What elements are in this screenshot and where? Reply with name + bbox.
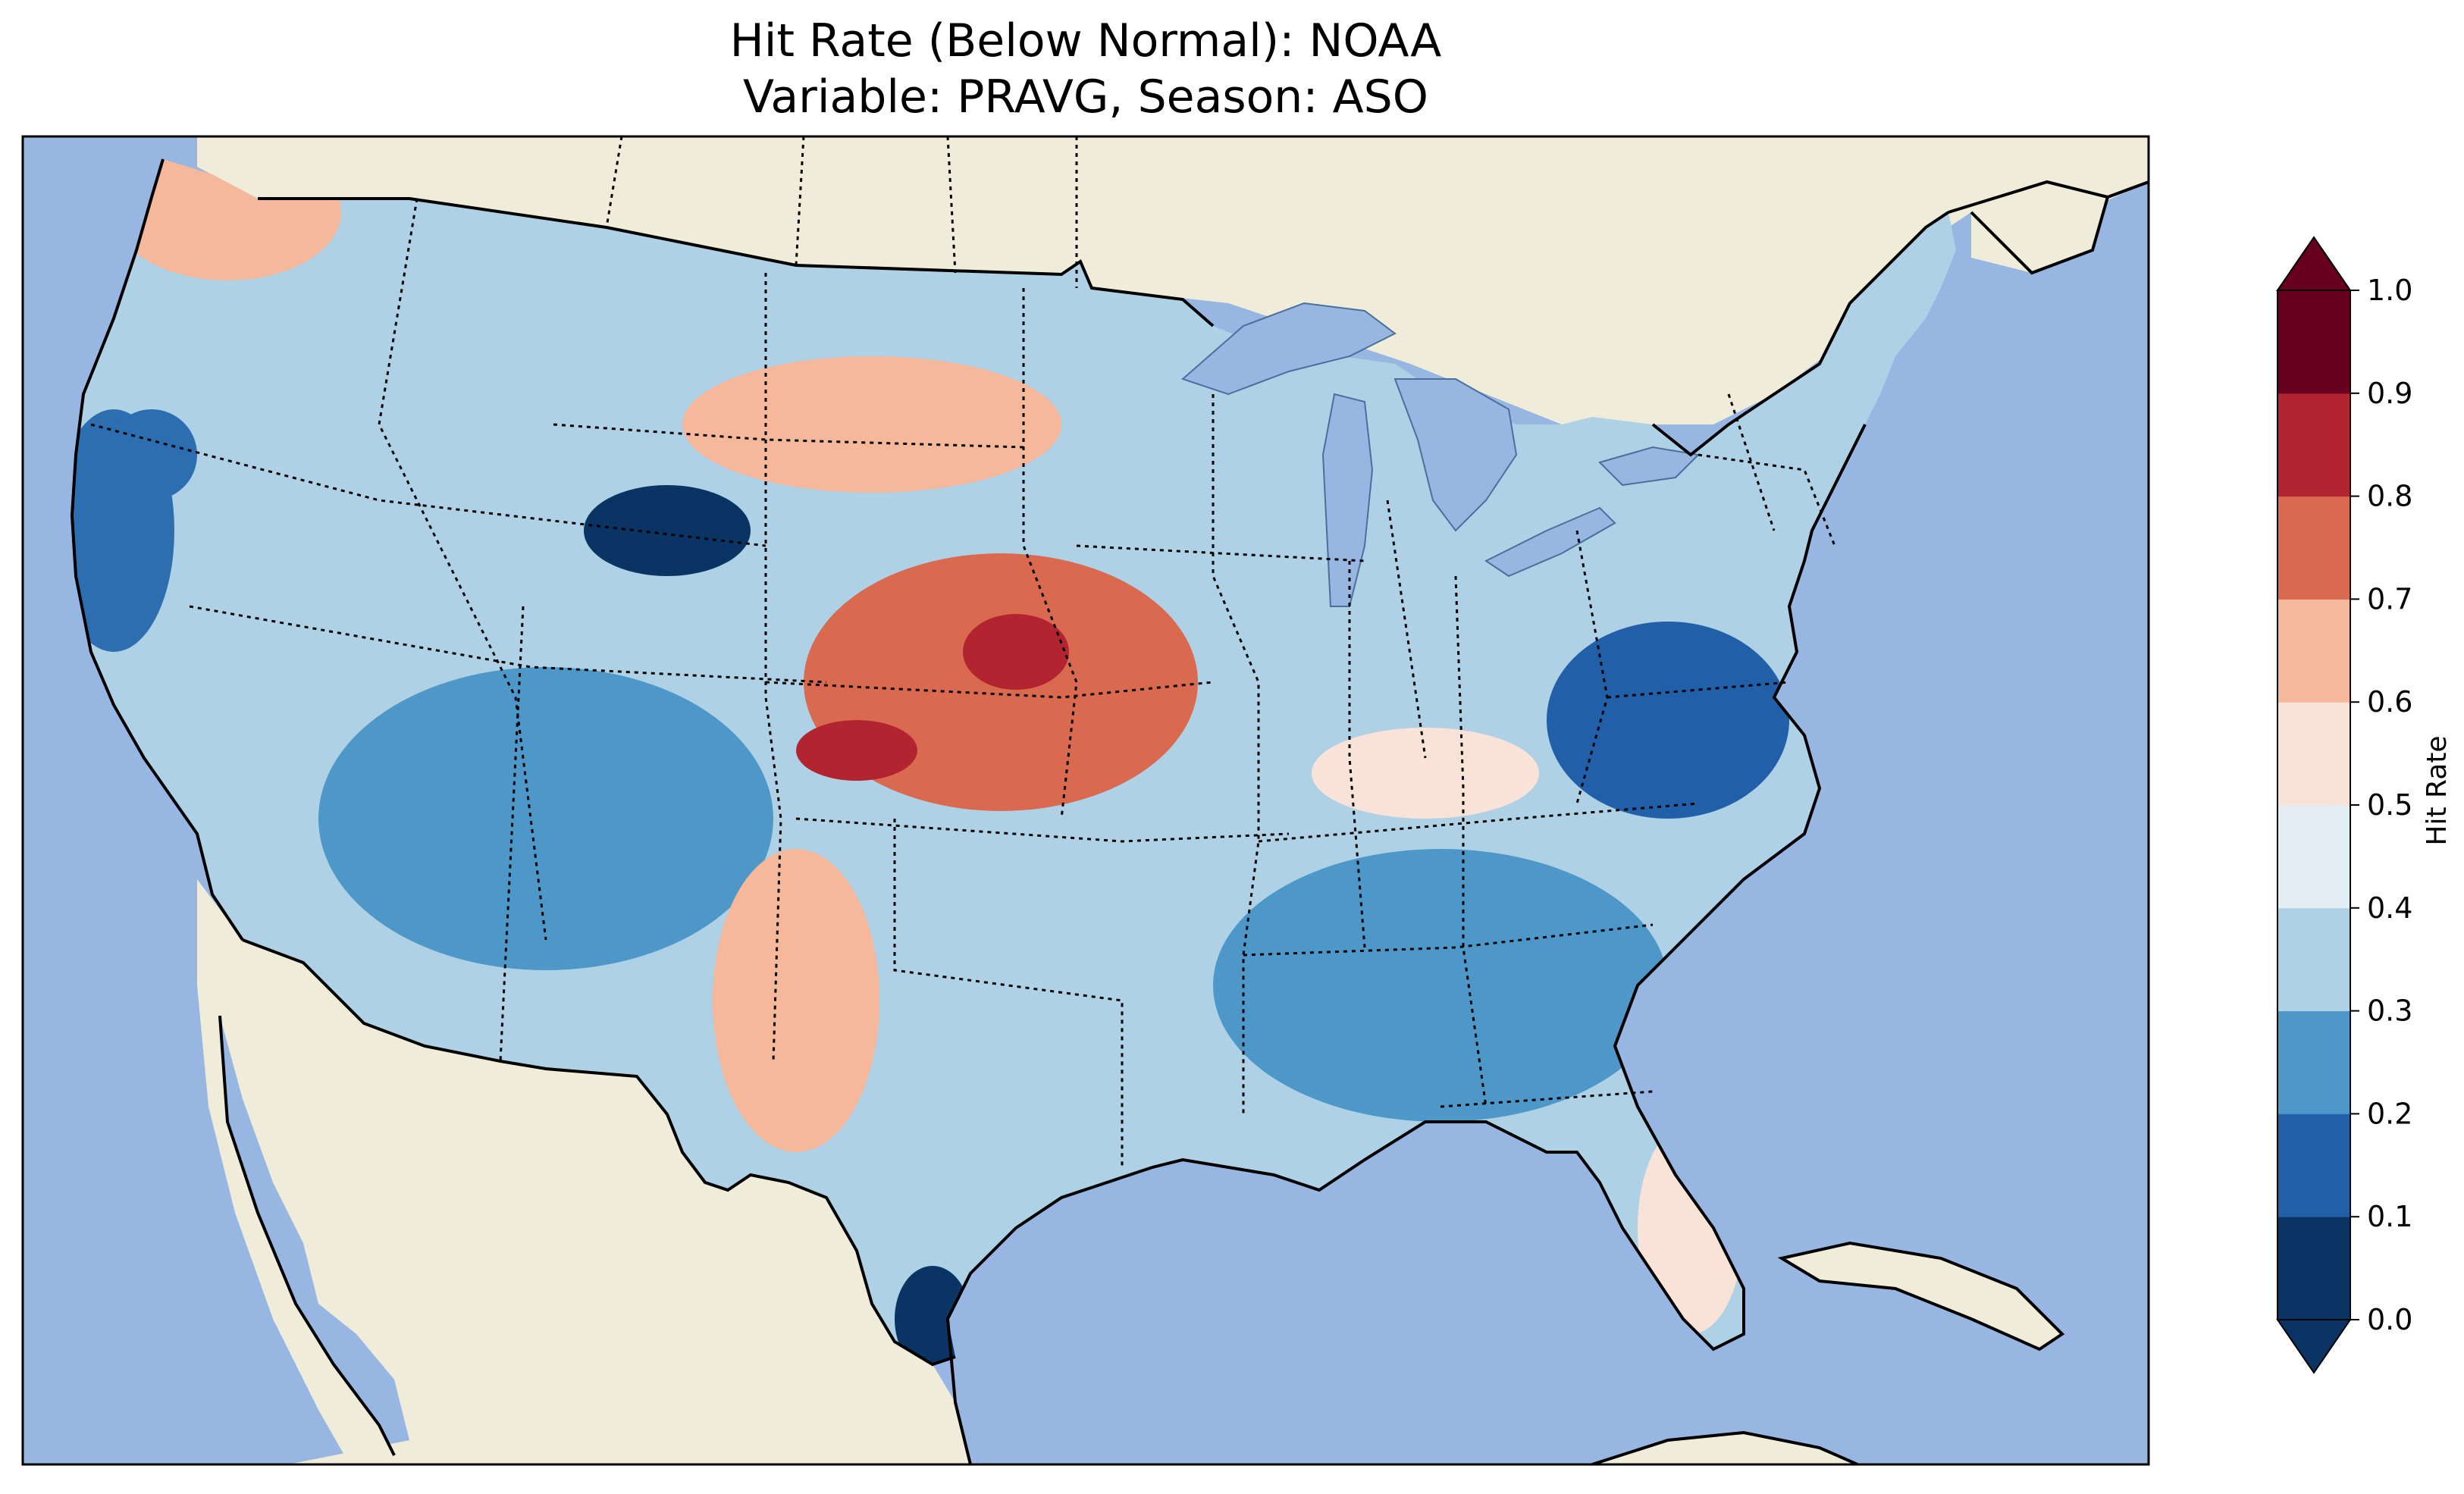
region-kansas-core <box>963 614 1069 690</box>
colorbar-tick-label: 0.3 <box>2367 994 2412 1028</box>
colorbar-segment <box>2277 290 2350 394</box>
lake-superior <box>1181 302 1397 396</box>
map-panel <box>23 136 2149 1464</box>
colorbar-segment <box>2277 1010 2350 1114</box>
mexico-land <box>197 879 970 1464</box>
colorbar-tick-label: 1.0 <box>2367 274 2412 307</box>
colorbar-segment <box>2277 599 2350 703</box>
region-southwest <box>318 667 773 970</box>
colorbar-tick-label: 0.9 <box>2367 377 2412 410</box>
yucatan-land <box>1592 1433 1857 1464</box>
canada-land <box>197 136 2149 424</box>
colorbar-tick-label: 0.5 <box>2367 788 2412 822</box>
colorbar-segment <box>2277 702 2350 806</box>
maritimes-land <box>1971 182 2108 273</box>
colorbar-tick-label: 0.0 <box>2367 1303 2412 1336</box>
region-kansas-core <box>796 720 917 781</box>
colorbar-extend-max <box>2276 236 2352 291</box>
lake-huron <box>1393 378 1518 532</box>
colorbar-segment <box>2277 496 2350 600</box>
title-line-2: Variable: PRAVG, Season: ASO <box>743 70 1428 124</box>
great-lakes <box>1181 302 1701 607</box>
region-southeast <box>1213 849 1668 1122</box>
colorbar-segment <box>2277 393 2350 497</box>
region-wyoming <box>584 485 751 576</box>
cuba-land <box>1782 1243 2062 1349</box>
colorbar-segment <box>2277 805 2350 909</box>
lake-ontario <box>1598 446 1701 487</box>
colorbar-tick-label: 0.8 <box>2367 480 2412 513</box>
colorbar-label: Hit Rate <box>2422 735 2453 845</box>
colorbar-segment <box>2277 907 2350 1012</box>
region-mid-atlantic <box>1547 622 1789 819</box>
region-ohio-valley <box>1312 728 1539 819</box>
colorbar-tick-label: 0.1 <box>2367 1200 2412 1233</box>
colorbar-extend-min <box>2276 1319 2352 1374</box>
colorbar: 0.0 0.1 0.2 0.3 0.4 0.5 0.6 0.7 0.8 0.9 1.0 <box>2276 236 2412 1374</box>
title-line-1: Hit Rate (Below Normal): NOAA <box>730 14 1442 67</box>
colorbar-tick-label: 0.4 <box>2367 891 2412 925</box>
colorbar-segment <box>2277 1113 2350 1217</box>
state-boundaries <box>90 136 1836 1167</box>
region-california-coast <box>106 409 197 500</box>
coastlines <box>70 158 2149 1464</box>
colorbar-tick-label: 0.6 <box>2367 685 2412 719</box>
map-frame <box>21 135 2150 1466</box>
region-northern-plains <box>682 356 1061 493</box>
region-west-texas <box>713 849 879 1152</box>
colorbar-tick-label: 0.7 <box>2367 582 2412 615</box>
colorbar-segment <box>2277 1217 2350 1320</box>
lake-erie <box>1484 506 1616 578</box>
colorbar-tick-label: 0.2 <box>2367 1097 2412 1130</box>
